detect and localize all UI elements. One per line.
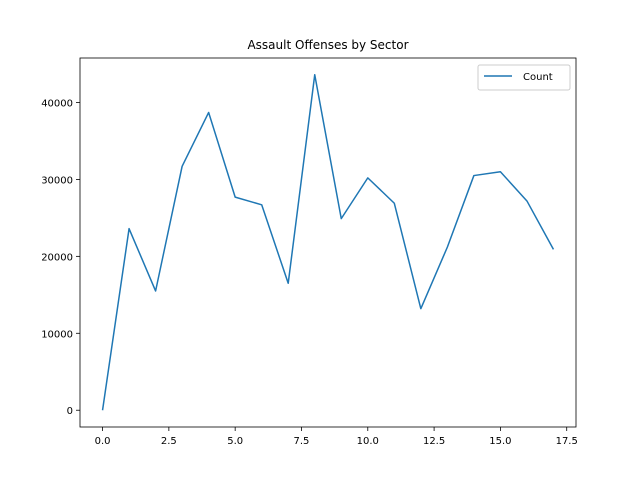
y-tick-label: 0 xyxy=(67,406,73,417)
legend-label-count: Count xyxy=(523,72,553,83)
x-tick-label: 17.5 xyxy=(556,436,578,447)
x-tick-label: 12.5 xyxy=(423,436,445,447)
legend-box xyxy=(477,64,571,91)
x-tick-label: 2.5 xyxy=(161,436,177,447)
x-tick-label: 7.5 xyxy=(294,436,310,447)
chart-title: Assault Offenses by Sector xyxy=(247,38,408,52)
y-tick-label: 20000 xyxy=(41,252,73,263)
x-tick-label: 0.0 xyxy=(95,436,111,447)
x-tick-label: 15.0 xyxy=(489,436,511,447)
plot-area: 0.0 2.5 5.0 7.5 10.0 12.5 15.0 17.5 0 10000 20000 3… xyxy=(41,57,578,447)
legend: Count xyxy=(477,64,571,91)
y-tick-label: 30000 xyxy=(41,175,73,186)
x-tick-label: 5.0 xyxy=(227,436,243,447)
series-line-count xyxy=(101,74,555,411)
y-tick-label: 40000 xyxy=(41,98,73,109)
y-tick-label: 10000 xyxy=(41,329,73,340)
x-tick-label: 10.0 xyxy=(357,436,379,447)
axes-frame xyxy=(79,57,577,428)
